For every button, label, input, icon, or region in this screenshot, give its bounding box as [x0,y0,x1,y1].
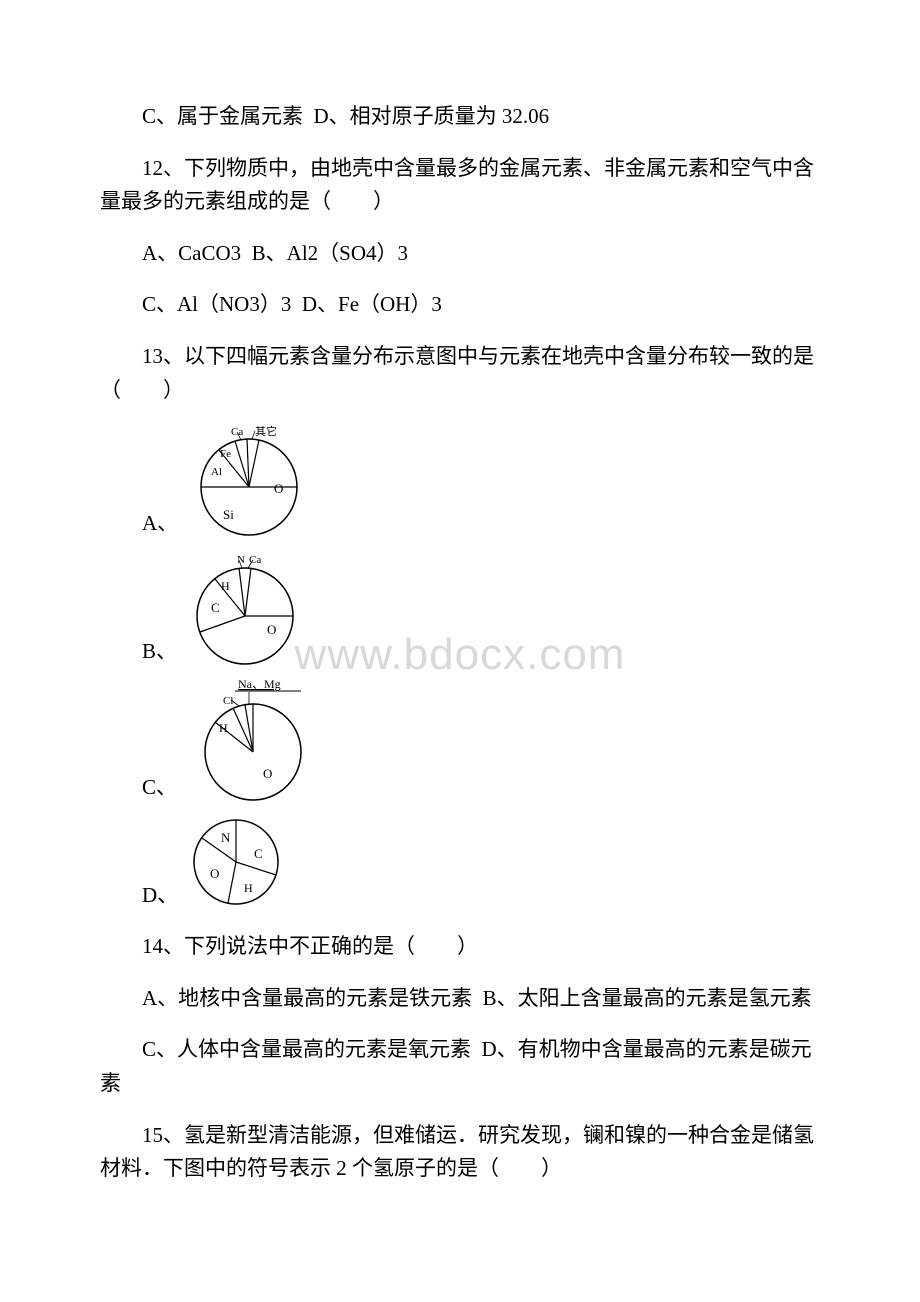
q13-label-c: C、 [100,771,177,805]
q14-stem: 14、下列说法中不正确的是（ ） [100,930,820,964]
svg-text:H: H [221,579,230,593]
svg-text:O: O [267,622,276,637]
svg-text:Ca: Ca [249,554,261,566]
q12-option-a: A、CaCO3 [142,241,241,265]
q14-option-a: A、地核中含量最高的元素是铁元素 [142,986,472,1010]
q12-options-ab: A、CaCO3 B、Al2（SO4）3 [100,237,820,271]
q13-option-b-row: B、 O C H N Ca [100,548,820,668]
q13-chart-a: O Si Al Fe Ca 其它 [184,425,314,540]
q13-chart-c: Na、Mg O H Cl [183,676,343,804]
svg-text:Al: Al [211,466,222,478]
q12-options-cd: C、Al（NO3）3 D、Fe（OH）3 [100,288,820,322]
svg-text:其它: 其它 [255,425,277,438]
q12-option-b: B、Al2（SO4）3 [252,241,408,265]
svg-text:O: O [263,766,272,781]
svg-text:H: H [244,881,253,895]
q12-stem: 12、下列物质中，由地壳中含量最多的金属元素、非金属元素和空气中含量最多的元素组… [100,152,820,219]
q13-label-d: D、 [100,879,178,913]
q13-chart-d: O N C H [184,812,294,912]
q11-options-cd: C、属于金属元素 D、相对原子质量为 32.06 [100,100,820,134]
q12-option-d: D、Fe（OH）3 [302,292,442,316]
svg-text:N: N [221,830,231,845]
svg-text:Na、Mg: Na、Mg [238,677,281,691]
q11-option-c: C、属于金属元素 [142,104,303,128]
q14-options-ab: A、地核中含量最高的元素是铁元素 B、太阳上含量最高的元素是氢元素 [100,982,820,1016]
svg-text:Si: Si [223,507,234,522]
q12-option-c: C、Al（NO3）3 [142,292,291,316]
svg-text:H: H [219,721,228,735]
q13-option-d-row: D、 O N C H [100,812,820,912]
q13-stem: 13、以下四幅元素含量分布示意图中与元素在地壳中含量分布较一致的是（ ） [100,340,820,407]
q13-option-a-row: A、 O Si Al Fe Ca 其它 [100,425,820,540]
q14-options-cd: C、人体中含量最高的元素是氧元素 D、有机物中含量最高的元素是碳元素 [100,1033,820,1100]
q13-label-a: A、 [100,507,178,541]
q11-option-d: D、相对原子质量为 32.06 [314,104,550,128]
svg-text:Fe: Fe [220,448,231,460]
q15-stem: 15、氢是新型清洁能源，但难储运．研究发现，镧和镍的一种合金是储氢材料．下图中的… [100,1119,820,1186]
q14-option-b: B、太阳上含量最高的元素是氢元素 [483,986,812,1010]
q14-option-c: C、人体中含量最高的元素是氧元素 [142,1037,471,1061]
svg-text:C: C [254,846,263,861]
content-area: C、属于金属元素 D、相对原子质量为 32.06 12、下列物质中，由地壳中含量… [100,100,820,1186]
svg-text:O: O [210,866,219,881]
svg-text:C: C [211,600,220,615]
q13-option-c-row: C、 Na、Mg O H Cl [100,676,820,804]
q13-label-b: B、 [100,635,177,669]
q13-chart-b: O C H N Ca [183,548,313,668]
svg-text:O: O [274,481,283,496]
